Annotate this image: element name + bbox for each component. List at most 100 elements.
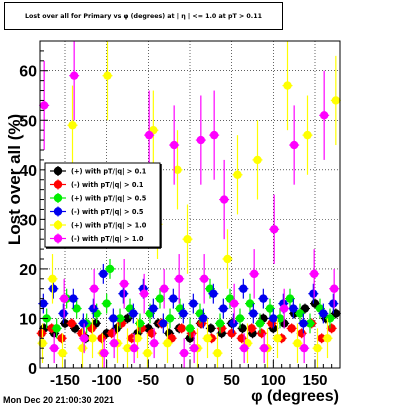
data-point (219, 195, 229, 204)
data-point (99, 348, 109, 358)
chart-title-box: Lost over all for Primary vs φ (degrees)… (4, 2, 283, 30)
data-point (179, 348, 189, 358)
grid-lines (40, 41, 340, 368)
data-point (229, 299, 239, 308)
data-point (327, 324, 336, 333)
data-point (299, 319, 308, 328)
legend: (+) with pT/|q| > 0.1 (-) with pT/|q| > 0… (44, 162, 162, 249)
data-point (285, 294, 295, 303)
x-tick-label: 50 (223, 372, 240, 389)
data-point (59, 294, 69, 303)
data-point (155, 294, 165, 303)
data-point (233, 170, 242, 179)
y-tick-label: 20 (19, 262, 37, 279)
data-point (89, 284, 99, 293)
data-point (319, 309, 328, 318)
data-point (119, 279, 129, 288)
data-point (209, 130, 219, 140)
data-point (109, 339, 119, 348)
y-tick-label: 30 (19, 212, 37, 229)
data-point (229, 319, 238, 328)
legend-marker (53, 166, 63, 176)
data-point (189, 299, 198, 308)
data-point (57, 334, 66, 343)
data-point (269, 314, 278, 323)
data-point (239, 343, 249, 353)
data-point (169, 140, 179, 150)
x-tick-label: 150 (302, 372, 327, 389)
chart-title: Lost over all for Primary vs φ (degrees)… (25, 12, 262, 20)
data-point (309, 289, 318, 298)
data-point (79, 319, 88, 328)
data-point (133, 334, 142, 343)
data-point (289, 304, 298, 313)
data-point (203, 334, 212, 343)
x-tick-label: 100 (261, 372, 286, 389)
data-point (329, 299, 338, 308)
y-axis-label: Lost over all (%) (5, 114, 24, 245)
data-point (105, 264, 115, 274)
data-point (103, 71, 112, 80)
data-point (249, 269, 259, 279)
data-point (245, 299, 255, 308)
data-point (49, 343, 59, 353)
data-point (39, 101, 49, 110)
data-point (99, 269, 108, 279)
data-point (37, 329, 46, 338)
data-point (139, 289, 149, 298)
legend-box (44, 162, 161, 248)
data-point (174, 274, 184, 284)
legend-marker (53, 207, 63, 216)
data-point (68, 121, 77, 130)
data-point (115, 314, 125, 323)
data-point (143, 348, 152, 358)
data-point (179, 309, 188, 318)
data-point (88, 334, 97, 343)
legend-label: (+) with pT/|q| > 0.1 (71, 168, 147, 177)
data-point (223, 254, 232, 264)
data-point (123, 343, 132, 353)
data-point (317, 334, 326, 343)
data-point (259, 343, 269, 353)
data-point (309, 269, 319, 279)
data-point (159, 284, 169, 293)
data-point (287, 324, 296, 333)
data-point (199, 274, 209, 284)
data-point (283, 81, 292, 90)
data-point (173, 165, 182, 175)
data-point (299, 343, 309, 353)
data-point (129, 309, 138, 318)
y-tick-label: 50 (19, 113, 37, 130)
data-point (305, 319, 315, 328)
axes: -150 -100 -50 0 50 100 150 0 10 20 30 40 50 60 (19, 40, 341, 389)
data-point (206, 324, 216, 333)
data-point (78, 343, 87, 353)
data-point (58, 348, 67, 358)
data-point (323, 334, 332, 343)
data-point (189, 343, 199, 353)
data-point (215, 319, 225, 328)
data-point (183, 234, 192, 244)
legend-label: (-) with pT/|q| > 0.1 (71, 181, 144, 190)
x-tick-label: -150 (50, 372, 80, 389)
legend-marker (53, 180, 63, 189)
y-tick-label: 0 (28, 361, 37, 378)
legend-label: (-) with pT/|q| > 0.5 (71, 208, 144, 217)
data-point (52, 324, 61, 333)
data-point (67, 319, 76, 328)
data-point (48, 274, 57, 284)
data-point (273, 334, 282, 343)
legend-marker (53, 220, 63, 230)
data-point (209, 289, 218, 298)
data-point (255, 319, 265, 328)
legend-marker (53, 193, 63, 203)
data-point (293, 339, 302, 348)
data-point (149, 339, 159, 348)
data-point (249, 309, 258, 318)
data-point (39, 299, 48, 308)
y-tick-label: 40 (19, 163, 37, 180)
data-point (239, 284, 248, 293)
data-point (163, 339, 172, 348)
x-tick-label: -50 (137, 372, 159, 389)
